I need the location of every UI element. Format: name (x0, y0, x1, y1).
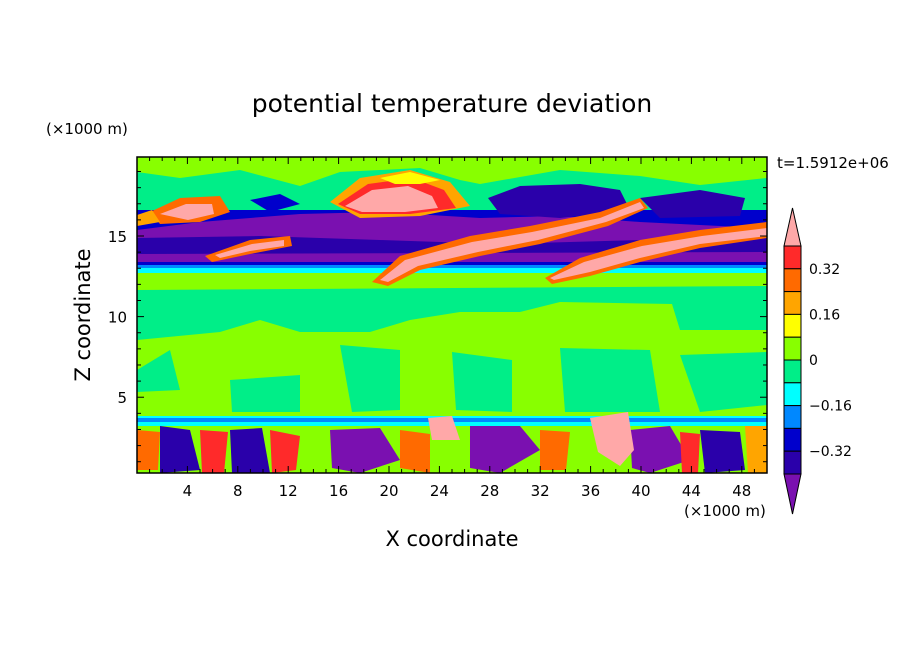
colorbar-level (783, 245, 802, 270)
x-tick-label: 16 (329, 482, 348, 500)
y-axis-label: Z coordinate (71, 248, 95, 381)
lower-cold-blob-3 (330, 428, 400, 473)
x-tick-label: 4 (183, 482, 193, 500)
mid-contour-teal-2 (137, 350, 180, 392)
upper-cold-blob-3 (250, 194, 300, 212)
upper-warm-pink-2 (160, 204, 214, 220)
upper-cold-blob-1 (488, 184, 630, 218)
contour-field (137, 157, 767, 473)
colorbar-level (783, 382, 802, 407)
x-axis-label: X coordinate (385, 527, 518, 551)
y-tick-label: 5 (117, 389, 127, 407)
colorbar-bottom-triangle (783, 473, 802, 515)
lower-warm-pink-1 (428, 416, 460, 440)
colorbar-tick-label: −0.16 (809, 399, 852, 415)
y-tick-label: 15 (108, 228, 127, 246)
mid-contour-teal-7 (230, 375, 300, 412)
upper-warm-yellow (380, 172, 440, 184)
lower-cold-blob-5 (630, 426, 690, 473)
colorbar-top-triangle (783, 207, 802, 247)
x-tick-label: 28 (480, 482, 499, 500)
lower-warm-blob-1 (137, 430, 160, 470)
time-label: t=1.5912e+06 (777, 154, 889, 172)
colorbar: 0.32 0.16 0 −0.16 −0.32 (783, 207, 852, 515)
colorbar-level (783, 313, 802, 338)
lower-warm-blob-6 (680, 432, 700, 473)
colorbar-level (783, 268, 802, 293)
colorbar-level (783, 427, 802, 452)
lower-warm-blob-7 (745, 426, 767, 473)
x-tick-label: 8 (233, 482, 243, 500)
colorbar-tick-label: 0.32 (809, 262, 840, 278)
lower-cold-blob-4 (470, 426, 540, 473)
x-tick-label: 20 (379, 482, 398, 500)
mid-contour-teal-6 (680, 352, 767, 412)
x-tick-label: 40 (631, 482, 650, 500)
lower-cold-blob-6 (700, 430, 745, 473)
lower-warm-blob-2 (200, 430, 228, 473)
colorbar-level (783, 450, 802, 475)
warm-streak-1-core (215, 240, 284, 258)
y-tick-label: 10 (108, 309, 127, 327)
colorbar-level (783, 291, 802, 315)
colorbar-tick-label: 0.16 (809, 307, 840, 323)
x-axis-ticks: 4 8 12 16 20 24 28 32 36 40 44 48 (149, 157, 755, 500)
lower-warm-blob-4 (400, 430, 430, 473)
y-unit-label: (×1000 m) (46, 120, 128, 138)
lower-cold-blob-1 (160, 426, 200, 473)
mid-contour-teal-4 (452, 352, 512, 412)
warm-streak-3-core (550, 228, 767, 280)
colorbar-level (783, 359, 802, 384)
upper-warm-orange-3 (137, 210, 160, 226)
y-axis-ticks: 5 10 15 (108, 171, 767, 463)
x-tick-label: 12 (279, 482, 298, 500)
x-tick-label: 32 (531, 482, 550, 500)
x-tick-label: 24 (430, 482, 449, 500)
lower-warm-blob-3 (270, 430, 300, 473)
lower-warm-blob-5 (540, 430, 570, 470)
upper-warm-pink-1 (345, 186, 438, 212)
colorbar-tick-label: 0 (809, 353, 818, 369)
x-unit-label: (×1000 m) (684, 502, 766, 520)
chart-title: potential temperature deviation (252, 89, 652, 118)
mid-contour-teal-5 (560, 348, 660, 412)
colorbar-level (783, 336, 802, 361)
lower-warm-pink-2 (590, 412, 634, 466)
mid-contour-teal (137, 286, 767, 340)
x-tick-label: 36 (581, 482, 600, 500)
lower-cold-blob-2 (230, 428, 270, 473)
upper-green-patch (137, 157, 767, 186)
warm-streak-2-core (380, 202, 644, 282)
colorbar-level (783, 405, 802, 429)
x-tick-label: 48 (732, 482, 751, 500)
upper-cold-blob-2 (640, 190, 745, 218)
mid-contour-teal-3 (340, 345, 400, 412)
colorbar-tick-label: −0.32 (809, 444, 852, 460)
x-tick-label: 44 (682, 482, 701, 500)
